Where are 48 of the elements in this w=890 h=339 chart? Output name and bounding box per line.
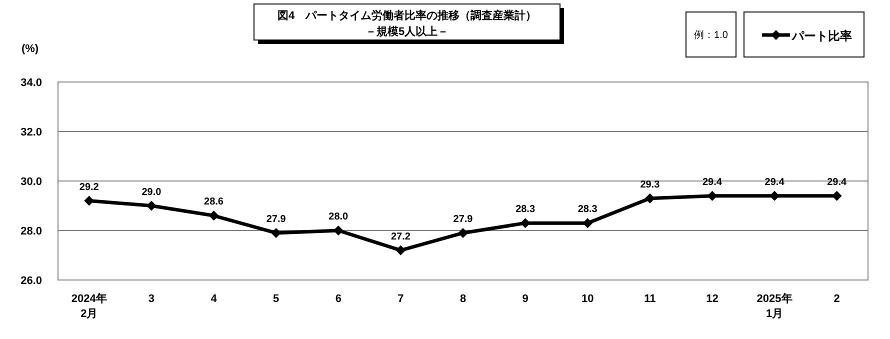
data-label: 29.4	[827, 176, 848, 188]
chart-title: 図4 パートタイム労働者比率の推移（調査産業計）	[277, 9, 537, 22]
point	[832, 190, 842, 201]
point	[458, 228, 468, 238]
point	[396, 245, 406, 256]
x-tick-label: 4	[210, 293, 218, 305]
x-tick-label: 8	[460, 293, 466, 305]
data-label: 28.0	[328, 212, 349, 222]
y-tick-label: 34.0	[20, 77, 42, 89]
data-label: 28.6	[204, 196, 224, 208]
x-tick-label: 5	[273, 293, 280, 305]
point	[333, 226, 344, 236]
y-axis-title: (%)	[21, 43, 39, 55]
x-tick-label: 2	[834, 293, 840, 305]
y-tick-label: 26.0	[20, 275, 42, 287]
data-label: 27.2	[390, 231, 411, 242]
x-tick-label: 9	[522, 293, 528, 305]
point	[707, 190, 718, 201]
legend-label: パート比率	[791, 29, 852, 43]
point	[146, 200, 156, 211]
x-tick-label: 3	[148, 293, 155, 305]
data-label: 29.4	[764, 176, 785, 188]
point	[208, 210, 219, 221]
data-label: 29.2	[79, 182, 100, 193]
point	[84, 196, 94, 206]
y-tick-label: 28.0	[20, 226, 42, 238]
data-label: 28.3	[516, 204, 536, 216]
x-tick-label: 7	[398, 293, 404, 305]
data-label: 29.0	[142, 186, 162, 198]
legend: パート比率	[744, 12, 864, 58]
text: 例：1.0	[694, 30, 728, 41]
y-tick-label: 32.0	[20, 126, 42, 138]
point	[644, 193, 655, 204]
y-tick-label: 30.0	[20, 176, 42, 188]
data-label: 29.4	[702, 176, 722, 188]
data-label: 28.3	[578, 204, 598, 216]
x-tick-label: 2025年 1月	[756, 292, 792, 320]
data-label: 27.9	[266, 214, 286, 225]
data-label: 29.3	[640, 179, 660, 190]
data-label: 27.9	[453, 214, 474, 225]
x-tick-label: 11	[644, 293, 656, 305]
point	[520, 218, 530, 228]
x-tick-label: 6	[335, 293, 342, 305]
chart-subtitle: －規模5人以上－	[365, 25, 449, 38]
x-tick-label: 10	[581, 293, 594, 305]
x-tick-label: 2024年 2月	[71, 292, 107, 320]
point	[582, 218, 593, 228]
x-tick-label: 12	[706, 293, 718, 305]
